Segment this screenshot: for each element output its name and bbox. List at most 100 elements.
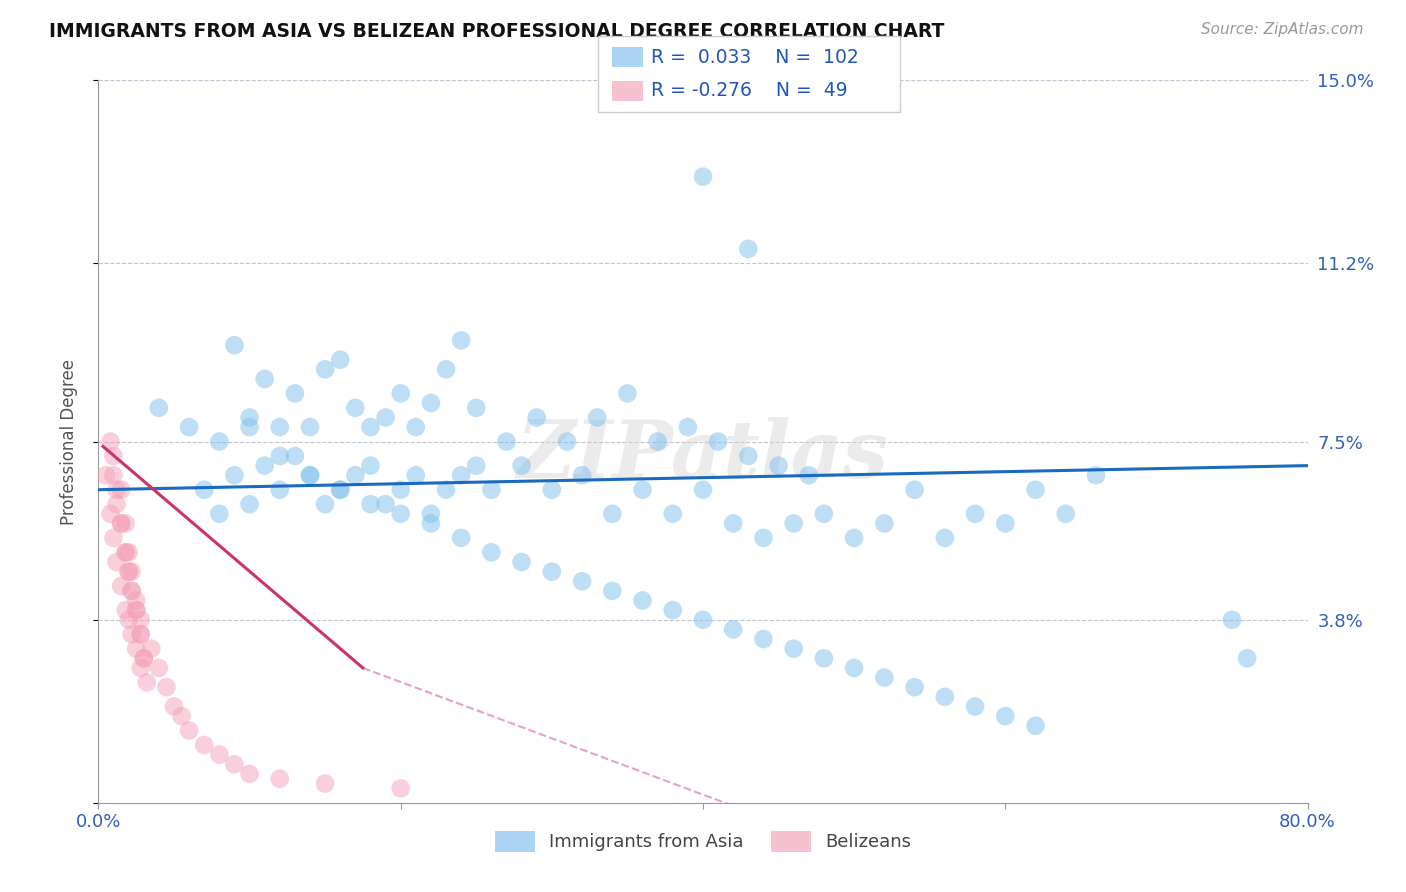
Point: [555, 434, 578, 449]
Point: [129, 627, 152, 641]
Point: [797, 468, 820, 483]
Point: [208, 507, 231, 521]
Point: [495, 434, 517, 449]
Point: [692, 483, 714, 497]
Point: [374, 497, 396, 511]
Point: [224, 757, 246, 772]
Point: [121, 583, 143, 598]
Point: [1024, 719, 1046, 733]
Point: [100, 434, 122, 449]
Point: [179, 420, 201, 434]
Point: [269, 772, 291, 786]
Point: [420, 507, 443, 521]
Point: [631, 593, 654, 607]
Point: [100, 507, 122, 521]
Point: [540, 565, 562, 579]
Point: [314, 497, 336, 511]
Point: [284, 449, 307, 463]
Point: [118, 545, 141, 559]
Point: [110, 516, 132, 531]
Point: [121, 565, 143, 579]
Point: [571, 574, 593, 589]
Point: [813, 507, 835, 521]
Point: [114, 545, 136, 559]
Point: [314, 362, 336, 376]
Text: IMMIGRANTS FROM ASIA VS BELIZEAN PROFESSIONAL DEGREE CORRELATION CHART: IMMIGRANTS FROM ASIA VS BELIZEAN PROFESS…: [49, 22, 945, 41]
Point: [125, 603, 148, 617]
Point: [723, 623, 745, 637]
Point: [132, 651, 155, 665]
Point: [299, 420, 322, 434]
Point: [752, 531, 775, 545]
Point: [768, 458, 790, 473]
Point: [616, 386, 638, 401]
Point: [965, 507, 987, 521]
Point: [125, 593, 148, 607]
Point: [661, 603, 683, 617]
Point: [208, 434, 231, 449]
Point: [510, 555, 533, 569]
Point: [389, 483, 412, 497]
Point: [481, 483, 503, 497]
Point: [389, 386, 412, 401]
Point: [253, 458, 276, 473]
Legend: Immigrants from Asia, Belizeans: Immigrants from Asia, Belizeans: [488, 823, 918, 859]
Point: [405, 420, 427, 434]
Point: [125, 641, 148, 656]
Point: [141, 641, 163, 656]
Point: [121, 627, 143, 641]
Point: [1024, 483, 1046, 497]
Point: [934, 531, 956, 545]
Point: [239, 410, 262, 425]
Point: [129, 661, 152, 675]
Point: [844, 531, 866, 545]
Point: [450, 468, 472, 483]
Point: [224, 338, 246, 352]
Point: [148, 661, 170, 675]
Point: [132, 651, 155, 665]
Point: [125, 603, 148, 617]
Point: [105, 497, 128, 511]
Point: [389, 507, 412, 521]
Point: [737, 242, 759, 256]
Point: [405, 468, 427, 483]
Point: [239, 497, 262, 511]
Point: [465, 458, 488, 473]
Point: [118, 565, 141, 579]
Point: [540, 483, 562, 497]
Point: [193, 738, 215, 752]
Point: [752, 632, 775, 646]
Point: [904, 680, 927, 694]
Point: [105, 555, 128, 569]
Point: [344, 468, 367, 483]
Point: [284, 386, 307, 401]
Point: [692, 169, 714, 184]
Point: [374, 410, 396, 425]
Point: [193, 483, 215, 497]
Point: [105, 483, 128, 497]
Point: [465, 401, 488, 415]
Point: [299, 468, 322, 483]
Point: [239, 420, 262, 434]
Point: [163, 699, 186, 714]
Point: [510, 458, 533, 473]
Point: [994, 516, 1017, 531]
Point: [994, 709, 1017, 723]
Text: R = -0.276    N =  49: R = -0.276 N = 49: [651, 81, 848, 101]
Point: [873, 516, 896, 531]
Point: [450, 334, 472, 348]
Point: [420, 396, 443, 410]
Text: Source: ZipAtlas.com: Source: ZipAtlas.com: [1201, 22, 1364, 37]
Point: [329, 483, 352, 497]
Point: [934, 690, 956, 704]
Point: [571, 468, 593, 483]
Point: [631, 483, 654, 497]
Point: [723, 516, 745, 531]
Point: [1054, 507, 1077, 521]
Point: [692, 613, 714, 627]
Point: [329, 352, 352, 367]
Point: [135, 675, 157, 690]
Text: ZIPatlas: ZIPatlas: [517, 417, 889, 495]
Point: [783, 641, 806, 656]
Point: [1085, 468, 1108, 483]
